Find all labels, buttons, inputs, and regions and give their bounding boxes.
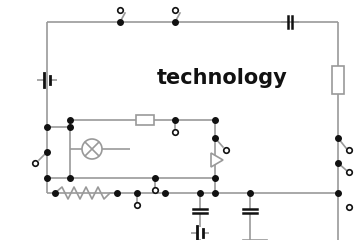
- Bar: [332, 66, 344, 94]
- Polygon shape: [211, 153, 223, 167]
- Circle shape: [82, 139, 102, 159]
- Bar: [136, 115, 154, 125]
- Text: technology: technology: [157, 68, 287, 88]
